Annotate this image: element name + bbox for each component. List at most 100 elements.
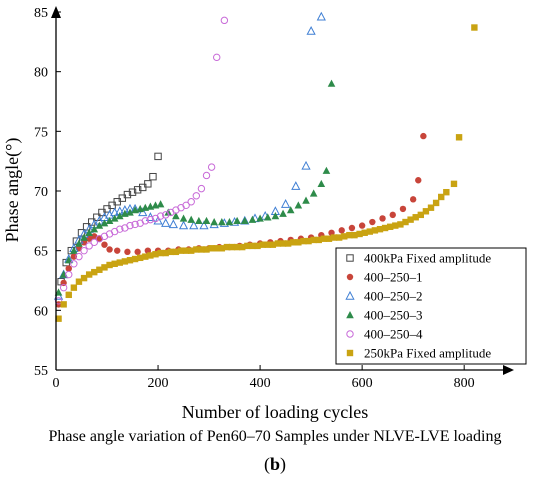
data-point [80, 274, 88, 282]
data-series [53, 11, 478, 322]
data-point [471, 24, 478, 31]
data-point [263, 213, 272, 221]
data-point [199, 220, 209, 230]
data-point [85, 228, 93, 236]
data-point [116, 259, 123, 266]
figure-caption: Phase angle variation of Pen60–70 Sample… [48, 428, 502, 445]
data-point [330, 234, 338, 241]
data-point [126, 221, 134, 230]
data-point [325, 235, 333, 242]
data-point [168, 219, 178, 229]
data-point [128, 188, 137, 196]
data-point [65, 291, 72, 299]
data-point [290, 239, 297, 246]
axes [51, 6, 514, 375]
x-tick-label: 400 [250, 376, 271, 391]
data-point [389, 211, 396, 219]
data-point [164, 208, 173, 216]
data-point [366, 228, 373, 235]
data-point [202, 171, 211, 180]
data-point [134, 248, 141, 256]
data-point [75, 252, 83, 261]
data-point [100, 219, 109, 227]
data-point [450, 180, 458, 188]
data-point [420, 132, 427, 140]
data-point [279, 240, 287, 247]
data-point [409, 196, 417, 203]
legend-item: 250kPa Fixed amplitude [346, 346, 491, 361]
data-point [60, 301, 67, 308]
data-point [422, 208, 430, 215]
data-point [172, 212, 180, 220]
data-point [315, 236, 322, 244]
panel-open-paren: ( [263, 454, 270, 474]
legend-marker [346, 330, 354, 338]
data-point [306, 26, 316, 35]
data-point [310, 236, 317, 244]
legend-item: 400kPa Fixed amplitude [346, 251, 491, 266]
legend-label: 400–250–4 [364, 327, 423, 342]
data-point [233, 243, 241, 251]
legend-marker [346, 349, 354, 357]
data-point [85, 242, 93, 250]
data-point [172, 248, 180, 256]
y-tick-label: 85 [34, 6, 48, 21]
data-point [131, 255, 139, 263]
legend-marker [346, 254, 354, 262]
legend-marker [346, 311, 354, 319]
data-point [271, 212, 280, 220]
data-point [146, 215, 155, 224]
legend-box [335, 247, 527, 365]
y-tick-label: 65 [34, 245, 48, 260]
data-point [187, 198, 195, 206]
data-point [392, 222, 399, 229]
data-point [399, 205, 407, 213]
data-point [239, 243, 246, 251]
data-point [188, 247, 195, 254]
data-point [356, 230, 363, 238]
data-point [167, 248, 175, 256]
data-point [182, 247, 190, 254]
y-tick-label: 55 [34, 364, 48, 379]
data-point [286, 206, 295, 214]
data-point [348, 224, 356, 232]
data-point [264, 241, 271, 248]
data-point [280, 199, 291, 208]
data-point [415, 177, 422, 184]
data-point [195, 216, 203, 225]
data-point [417, 211, 425, 219]
data-point [213, 245, 220, 252]
data-point [402, 218, 409, 226]
legend-item: 400–250–3 [346, 308, 423, 323]
y-axis-title: Phase angle(°) [2, 138, 23, 243]
data-point [126, 208, 134, 216]
data-point [115, 212, 124, 220]
data-point [126, 257, 134, 264]
data-point [54, 288, 63, 296]
data-point [207, 163, 216, 171]
data-point [300, 237, 307, 245]
x-axis-arrow-icon [503, 365, 514, 375]
data-point [154, 152, 162, 161]
y-axis-arrow-icon [51, 6, 61, 18]
data-point [156, 200, 165, 208]
data-point [376, 225, 384, 233]
data-point [179, 214, 188, 222]
data-point [111, 260, 118, 267]
data-point [233, 216, 241, 225]
data-point [223, 243, 231, 251]
data-point [397, 221, 404, 228]
data-point [162, 249, 169, 257]
panel-letter: b [269, 454, 280, 474]
data-point [95, 221, 104, 229]
data-point [90, 225, 99, 233]
data-point [114, 247, 121, 254]
legend-item: 400–250–4 [346, 327, 423, 342]
data-point [386, 223, 394, 230]
data-point [379, 215, 386, 222]
data-point [369, 218, 376, 226]
data-point [75, 278, 83, 285]
data-point [70, 253, 78, 260]
data-point [213, 53, 221, 62]
x-tick-label: 600 [352, 376, 373, 391]
